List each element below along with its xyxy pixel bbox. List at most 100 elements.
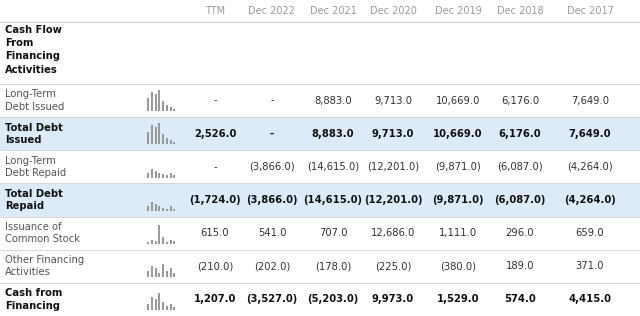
Text: Cash from
Financing: Cash from Financing <box>5 288 62 311</box>
Text: (6,087.0): (6,087.0) <box>494 195 546 205</box>
Bar <box>162 174 164 178</box>
Text: (380.0): (380.0) <box>440 261 476 271</box>
Text: -: - <box>270 95 274 106</box>
Bar <box>154 127 157 144</box>
Text: 541.0: 541.0 <box>258 228 286 238</box>
Bar <box>151 202 153 211</box>
Bar <box>166 270 168 277</box>
Text: (6,087.0): (6,087.0) <box>497 162 543 172</box>
Bar <box>147 98 149 111</box>
Bar <box>166 306 168 310</box>
Text: Dec 2021: Dec 2021 <box>310 6 356 16</box>
Text: (9,871.0): (9,871.0) <box>435 162 481 172</box>
Text: 8,883.0: 8,883.0 <box>314 95 352 106</box>
Text: -: - <box>270 129 274 139</box>
Text: 1,529.0: 1,529.0 <box>436 295 479 304</box>
Text: 574.0: 574.0 <box>504 295 536 304</box>
Text: (1,724.0): (1,724.0) <box>189 195 241 205</box>
Text: 7,649.0: 7,649.0 <box>571 95 609 106</box>
Text: (202.0): (202.0) <box>254 261 290 271</box>
Text: 10,669.0: 10,669.0 <box>436 95 480 106</box>
Text: (12,201.0): (12,201.0) <box>364 195 422 205</box>
Text: 296.0: 296.0 <box>506 228 534 238</box>
Bar <box>158 123 161 144</box>
Bar <box>173 142 175 144</box>
Bar <box>170 304 172 310</box>
Bar <box>147 304 149 310</box>
Bar <box>173 109 175 111</box>
Bar <box>151 266 153 277</box>
Bar <box>162 134 164 144</box>
Bar <box>154 171 157 178</box>
Text: Total Debt
Issued: Total Debt Issued <box>5 123 63 145</box>
Text: 10,669.0: 10,669.0 <box>433 129 483 139</box>
Bar <box>151 125 153 144</box>
Bar <box>154 204 157 211</box>
Bar <box>154 94 157 111</box>
Text: (178.0): (178.0) <box>315 261 351 271</box>
Text: Issuance of
Common Stock: Issuance of Common Stock <box>5 222 80 244</box>
Bar <box>154 300 157 310</box>
Bar <box>151 240 153 244</box>
Bar <box>166 209 168 211</box>
Text: (210.0): (210.0) <box>197 261 233 271</box>
Bar <box>162 208 164 211</box>
Bar <box>170 240 172 244</box>
Text: Dec 2018: Dec 2018 <box>497 6 543 16</box>
Text: 6,176.0: 6,176.0 <box>499 129 541 139</box>
Text: Dec 2022: Dec 2022 <box>248 6 296 16</box>
Bar <box>158 273 161 277</box>
Bar <box>147 270 149 277</box>
Bar <box>162 301 164 310</box>
Text: 1,207.0: 1,207.0 <box>194 295 236 304</box>
Bar <box>147 173 149 178</box>
Bar <box>154 241 157 244</box>
Text: TTM: TTM <box>205 6 225 16</box>
Text: Long-Term
Debt Repaid: Long-Term Debt Repaid <box>5 156 67 178</box>
Text: 4,415.0: 4,415.0 <box>568 295 611 304</box>
Bar <box>170 206 172 211</box>
Bar <box>147 131 149 144</box>
Bar <box>173 209 175 211</box>
Bar <box>166 105 168 111</box>
Bar <box>151 92 153 111</box>
Text: (5,203.0): (5,203.0) <box>307 295 358 304</box>
Bar <box>154 268 157 277</box>
Bar <box>170 140 172 144</box>
Text: 7,649.0: 7,649.0 <box>569 129 611 139</box>
Bar <box>151 169 153 178</box>
Text: (225.0): (225.0) <box>375 261 411 271</box>
Text: (3,527.0): (3,527.0) <box>246 295 298 304</box>
Text: 9,713.0: 9,713.0 <box>374 95 412 106</box>
Bar <box>162 264 164 277</box>
Bar <box>158 173 161 178</box>
Bar <box>158 225 161 244</box>
Bar <box>173 273 175 277</box>
Text: (14,615.0): (14,615.0) <box>303 195 362 205</box>
Bar <box>162 100 164 111</box>
Text: 659.0: 659.0 <box>576 228 604 238</box>
Text: 9,713.0: 9,713.0 <box>372 129 414 139</box>
Bar <box>147 206 149 211</box>
Text: Total Debt
Repaid: Total Debt Repaid <box>5 189 63 211</box>
Text: 615.0: 615.0 <box>201 228 229 238</box>
Text: (12,201.0): (12,201.0) <box>367 162 419 172</box>
Text: Dec 2020: Dec 2020 <box>369 6 417 16</box>
Bar <box>158 206 161 211</box>
Bar <box>158 293 161 310</box>
Bar <box>0 117 640 150</box>
Bar <box>170 268 172 277</box>
Text: 9,973.0: 9,973.0 <box>372 295 414 304</box>
Text: 6,176.0: 6,176.0 <box>501 95 539 106</box>
Bar <box>173 241 175 244</box>
Bar <box>170 107 172 111</box>
Bar <box>170 173 172 178</box>
Text: 8,883.0: 8,883.0 <box>312 129 355 139</box>
Text: Cash Flow
From
Financing
Activities: Cash Flow From Financing Activities <box>5 25 62 75</box>
Text: (4,264.0): (4,264.0) <box>567 162 613 172</box>
Bar <box>166 242 168 244</box>
Text: -: - <box>213 162 217 172</box>
Text: (14,615.0): (14,615.0) <box>307 162 359 172</box>
Bar <box>173 175 175 178</box>
Bar <box>162 237 164 244</box>
